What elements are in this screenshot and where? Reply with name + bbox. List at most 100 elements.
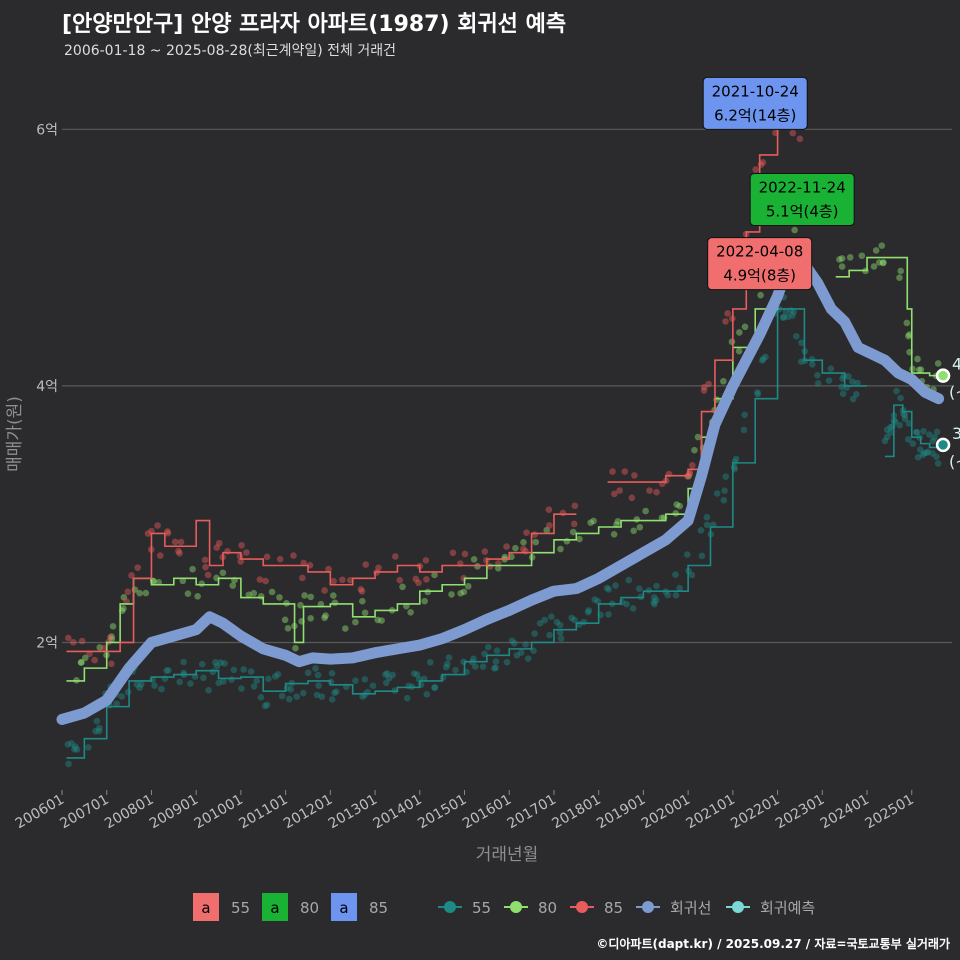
scatter-point [257, 694, 265, 701]
scatter-point [854, 379, 861, 387]
scatter-point [68, 740, 75, 747]
scatter-point [845, 373, 852, 380]
scatter-point [382, 671, 389, 678]
scatter-point [849, 378, 856, 386]
scatter-point [238, 541, 245, 549]
scatter-point [158, 685, 165, 693]
scatter-point [653, 488, 660, 496]
scatter-point [780, 313, 788, 321]
scatter-point [245, 591, 253, 599]
scatter-point [95, 727, 103, 735]
scatter-point [339, 576, 346, 584]
scatter-point [923, 449, 931, 457]
scatter-point [204, 571, 212, 579]
scatter-point [720, 377, 727, 385]
scatter-point [321, 614, 328, 622]
scatter-point [304, 669, 312, 677]
scatter-point [722, 473, 730, 480]
scatter-point [664, 591, 672, 599]
scatter-point [313, 691, 321, 699]
x-tick-label: 200801 [102, 792, 156, 833]
scatter-point [881, 437, 889, 445]
scatter-point [194, 593, 201, 600]
legend-box-glyph: a [201, 899, 210, 917]
scatter-point [362, 561, 370, 568]
scatter-point [352, 618, 359, 626]
end-value-label: 40,767 [952, 355, 960, 374]
x-tick-label: 201801 [549, 792, 603, 833]
scatter-point [779, 314, 787, 322]
scatter-point [673, 501, 680, 508]
scatter-point [138, 680, 145, 688]
scatter-point [361, 676, 369, 683]
legend-box-label: 80 [300, 899, 319, 917]
scatter-point [431, 571, 438, 579]
chart-title: [안양만안구] 안양 프라자 아파트(1987) 회귀선 예측 [62, 12, 567, 37]
scatter-point [757, 291, 764, 299]
scatter-point [412, 575, 420, 583]
scatter-point [202, 563, 209, 571]
scatter-point [396, 576, 404, 584]
series-line-85 [66, 513, 577, 653]
scatter-point [522, 641, 529, 648]
scatter-point [556, 629, 564, 636]
scatter-point [284, 625, 292, 632]
scatter-point [523, 529, 530, 536]
annotation-bg [702, 76, 808, 130]
scatter-point [827, 365, 835, 372]
annotation-bg [707, 237, 813, 291]
legend-box [193, 893, 219, 921]
scatter-point [630, 527, 638, 535]
annotation-price: 6.2억(14층) [714, 106, 796, 124]
scatter-point [464, 582, 472, 590]
scatter-point [262, 577, 269, 585]
scatter-point [276, 594, 283, 601]
chart-subtitle: 2006-01-18 ~ 2025-08-28(최근계약일) 전체 거래건 [64, 43, 396, 59]
scatter-point [113, 700, 120, 708]
annotation-box: 2022-11-24 5.1억(4층) [749, 173, 855, 227]
scatter-point [797, 358, 805, 365]
scatter-point [163, 667, 170, 674]
scatter-point [492, 664, 499, 672]
scatter-point [299, 689, 307, 697]
scatter-point [292, 644, 299, 652]
scatter-point [759, 355, 767, 363]
scatter-point [796, 135, 804, 143]
scatter-point [614, 518, 622, 525]
scatter-point [897, 267, 905, 275]
scatter-point [914, 355, 921, 363]
scatter-point [576, 535, 583, 543]
scatter-point [694, 433, 702, 441]
scatter-point [838, 383, 845, 391]
scatter-point [333, 688, 340, 696]
scatter-point [92, 727, 99, 735]
scatter-point [512, 544, 519, 552]
series-line-85b [607, 115, 805, 483]
scatter-point [926, 431, 933, 439]
scatter-point [403, 694, 411, 702]
scatter-point [934, 460, 942, 467]
scatter-point [924, 448, 932, 456]
scatter-point [205, 686, 212, 694]
scatter-point [672, 509, 680, 517]
scatter-point [846, 254, 854, 261]
scatter-point [422, 557, 430, 564]
scatter-point [70, 638, 77, 646]
scatter-point [452, 666, 459, 674]
scatter-point [492, 658, 500, 665]
scatter-point [605, 586, 613, 593]
scatter-point [880, 259, 887, 266]
scatter-point [131, 586, 139, 593]
scatter-point [71, 743, 79, 750]
scatter-point [383, 670, 391, 677]
scatter-point [201, 556, 209, 564]
scatter-point [431, 684, 438, 692]
x-tick-label: 202301 [773, 792, 827, 833]
y-axis-ticks: 2억 4억 6억 [36, 122, 58, 651]
scatter-point [650, 598, 658, 606]
scatter-point [486, 563, 494, 570]
scatter-point [479, 663, 487, 671]
scatter-point [171, 538, 179, 546]
scatter-point [307, 614, 314, 622]
scatter-point [858, 252, 866, 260]
